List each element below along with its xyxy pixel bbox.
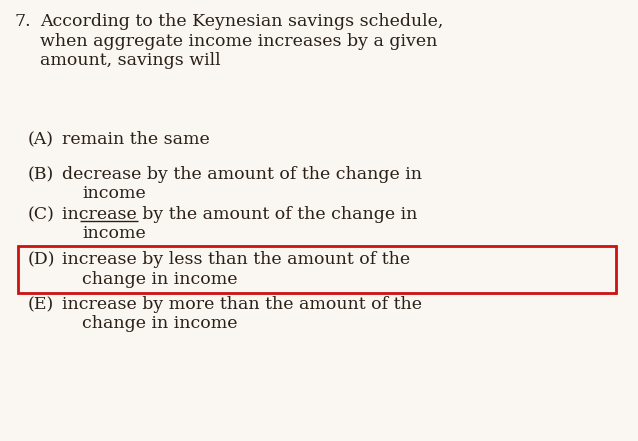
Text: decrease by the amount of the change in: decrease by the amount of the change in — [62, 166, 422, 183]
Text: change in income: change in income — [82, 270, 237, 288]
Text: amount, savings will: amount, savings will — [40, 52, 221, 69]
Text: (A): (A) — [28, 131, 54, 148]
Text: increase by less than the amount of the: increase by less than the amount of the — [62, 251, 410, 268]
Text: (C): (C) — [28, 206, 55, 223]
Text: remain the same: remain the same — [62, 131, 210, 148]
Text: change in income: change in income — [82, 315, 237, 333]
Text: 7.: 7. — [14, 13, 31, 30]
Text: increase by more than the amount of the: increase by more than the amount of the — [62, 296, 422, 313]
Text: increase by the amount of the change in: increase by the amount of the change in — [62, 206, 417, 223]
Text: (E): (E) — [28, 296, 54, 313]
Text: income: income — [82, 186, 145, 202]
Text: when aggregate income increases by a given: when aggregate income increases by a giv… — [40, 33, 438, 49]
Text: income: income — [82, 225, 145, 243]
Text: According to the Keynesian savings schedule,: According to the Keynesian savings sched… — [40, 13, 443, 30]
Text: (B): (B) — [28, 166, 54, 183]
Text: (D): (D) — [28, 251, 56, 268]
